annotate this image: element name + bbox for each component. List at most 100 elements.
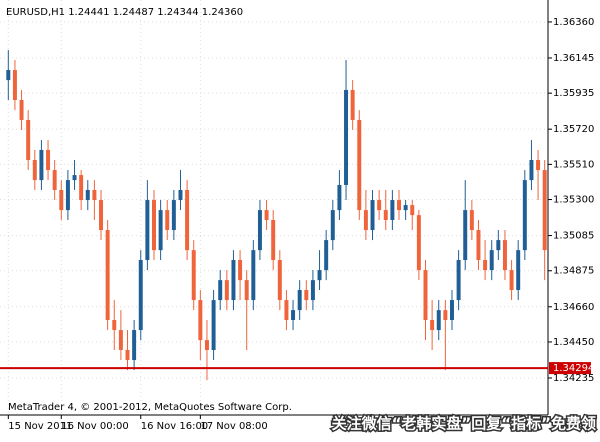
candle-body [165,210,170,231]
candle-body [224,280,229,301]
candle-body [463,210,468,261]
candle-body [383,210,388,220]
watermark: 关注微信“老韩实盘”回复“指标”免费领 [332,415,596,433]
candle-body [72,175,77,181]
candle-body [79,175,84,201]
x-tick-label: 16 Nov 16:00 [141,421,208,432]
candle-body [118,330,123,350]
candle-body [496,240,501,251]
candle-body [536,160,541,171]
candle-body [264,210,269,220]
candle-body [271,219,276,261]
candle-body [542,170,547,251]
candle-body [363,210,368,231]
candle-body [112,320,117,331]
candle-body [410,205,415,216]
candle-body [390,200,395,220]
candle-body [443,310,448,321]
candle-body [403,205,408,211]
y-tick-label: 1.35720 [553,124,594,135]
candle-body [152,200,156,251]
candle-body [483,260,488,271]
candle-body [19,100,24,120]
candle-body [211,300,216,350]
candle-body [324,240,329,271]
candle-body [12,70,17,101]
candle-body [145,200,150,261]
candle-body [198,300,203,341]
candle-body [449,300,454,321]
candle-body [377,200,382,211]
candle-body [436,310,441,331]
candle-body [310,280,315,301]
candle-body [238,260,243,281]
candle-body [297,290,302,311]
price-label-box [549,362,591,375]
candle-body [430,320,435,331]
y-tick-label: 1.35085 [553,231,594,242]
y-tick-label: 1.34235 [553,373,594,384]
candle-body [344,89,349,185]
candle-body [99,200,104,231]
x-tick-label: 16 Nov 00:00 [61,421,128,432]
candle-body [251,250,256,301]
candle-body [291,310,296,321]
x-tick-label: 17 Nov 08:00 [200,421,267,432]
y-tick-label: 1.34875 [553,266,594,277]
candle-body [204,340,209,350]
candle-body [52,170,57,190]
footer: MetaTrader 4, © 2001-2012, MetaQuotes So… [8,402,292,413]
candle-body [105,230,110,321]
candle-body [191,250,196,301]
candle-body [178,189,183,201]
candle-body [32,160,37,181]
candle-body [416,215,421,271]
y-tick-label: 1.34450 [553,337,594,348]
plot-area [0,0,548,415]
candle-body [357,119,362,211]
candle-body [516,250,521,291]
candle-body [330,210,335,241]
candle-body [26,119,31,161]
candle-body [138,260,143,331]
candle-body [337,184,342,211]
y-tick-label: 1.35510 [553,159,594,170]
candle-body [456,260,461,301]
candle-body [423,270,428,321]
y-tick-label: 1.35935 [553,88,594,99]
candle-body [39,149,44,181]
candle-body [502,240,507,271]
candle-body [257,210,262,251]
candle-body [6,70,11,81]
candle-body [469,210,474,231]
candle-body [65,180,70,211]
candle-body [92,189,97,201]
y-tick-label: 1.36145 [553,53,594,64]
candle-body [244,280,249,301]
y-tick-label: 1.34660 [553,302,594,313]
y-tick-label: 1.36360 [553,17,594,28]
candle-body [46,149,51,171]
candle-body [171,200,176,231]
candle-body [125,349,130,361]
candle-body [350,89,355,120]
candle-body [284,300,289,321]
x-tick-label: 15 Nov 2011 [8,421,72,432]
candle-body [231,260,236,301]
candle-body [489,250,494,271]
candle-body [529,160,534,181]
candle-body [397,200,401,211]
candle-body [158,210,163,251]
candle-body [59,189,64,211]
candle-body [85,189,90,201]
candle-body [132,330,137,361]
candle-body [185,189,190,251]
candle-body [476,230,481,261]
candle-body [522,180,527,251]
candle-body [317,270,322,281]
candle-body [370,200,375,231]
price-label: 1.34294 [553,363,594,374]
chart-title: EURUSD,H1 1.24441 1.24487 1.24344 1.2436… [6,7,243,18]
candle-body [509,270,514,291]
y-tick-label: 1.35300 [553,195,594,206]
